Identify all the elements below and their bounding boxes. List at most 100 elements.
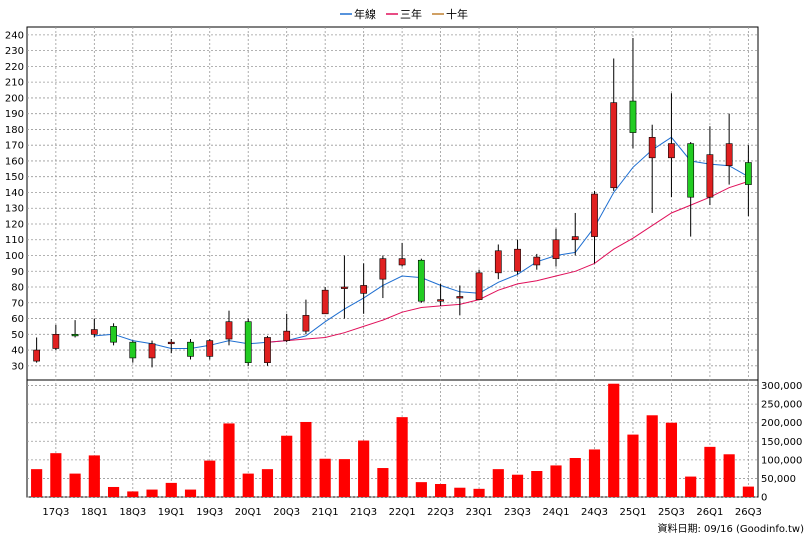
volume-bar <box>165 482 177 497</box>
candle-body <box>264 337 271 363</box>
candle-body <box>514 248 521 272</box>
volume-bar <box>319 458 331 497</box>
candle-body <box>167 341 175 345</box>
x-tick-label: 25Q1 <box>619 507 646 518</box>
volume-bar <box>685 476 697 497</box>
volume-bar <box>704 446 716 497</box>
price-tick-label: 50 <box>11 330 24 341</box>
x-tick-label: 22Q3 <box>427 507 454 518</box>
price-tick-label: 120 <box>5 219 24 230</box>
candle-body <box>398 258 406 266</box>
price-tick-label: 220 <box>5 62 24 73</box>
volume-axis: 0 50,000 100,000 150,000 200,000 250,000 300,0… <box>761 381 802 503</box>
x-tick-label: 24Q1 <box>543 507 570 518</box>
data-date-footer: 資料日期: 09/16 (Goodinfo.tw) <box>657 522 804 535</box>
price-tick-label: 240 <box>5 30 24 41</box>
x-tick-label: 23Q3 <box>504 507 531 518</box>
volume-bar <box>511 474 524 497</box>
price-tick-label: 110 <box>5 235 24 246</box>
volume-bar <box>588 449 601 497</box>
volume-bar <box>473 488 485 497</box>
candle-body <box>206 340 214 357</box>
volume-bar <box>261 469 274 497</box>
x-axis: 17Q3 18Q1 18Q3 19Q1 19Q3 20Q1 20Q3 21Q1 21Q3 22Q1… <box>42 507 761 518</box>
volume-tick-label: 0 <box>761 493 767 504</box>
candle-body <box>71 333 79 337</box>
candle-body <box>687 143 695 198</box>
candle-body <box>52 333 60 349</box>
price-tick-label: 180 <box>5 125 24 136</box>
volume-tick-label: 250,000 <box>761 400 802 411</box>
ma-line-3year <box>267 180 749 343</box>
price-tick-label: 30 <box>11 361 24 372</box>
candle-body <box>456 296 464 299</box>
price-tick-label: 70 <box>11 298 24 309</box>
volume-bar <box>88 455 100 497</box>
price-tick-label: 200 <box>5 93 24 104</box>
candle-body <box>417 259 425 302</box>
volume-bar <box>665 422 678 497</box>
volume-bar <box>454 487 466 497</box>
price-tick-label: 140 <box>5 188 24 199</box>
x-tick-label: 18Q1 <box>81 507 108 518</box>
volume-bar <box>531 471 543 497</box>
candle-body <box>725 143 733 166</box>
volume-tick-label: 50,000 <box>761 474 796 485</box>
price-tick-label: 90 <box>11 267 24 278</box>
volume-tick-label: 200,000 <box>761 418 802 429</box>
price-tick-label: 230 <box>5 46 24 57</box>
volume-bar <box>242 473 254 497</box>
price-tick-label: 170 <box>5 141 24 152</box>
volume-bar <box>31 469 43 497</box>
volume-bar <box>338 459 350 497</box>
volume-bar <box>107 486 120 497</box>
candlesticks <box>33 38 752 368</box>
candle-body <box>571 236 579 241</box>
volume-bar <box>358 440 370 497</box>
candle-body <box>148 343 156 359</box>
candle-body <box>610 102 618 189</box>
volume-bar <box>396 417 408 497</box>
candle-body <box>341 286 348 289</box>
volume-bar <box>377 468 389 497</box>
candle-body <box>648 137 656 159</box>
volume-bar <box>127 491 139 497</box>
volume-tick-label: 300,000 <box>761 381 802 392</box>
candle-body <box>90 329 98 335</box>
volume-bars <box>31 383 754 497</box>
candle-body <box>475 272 483 300</box>
volume-bar <box>204 460 216 497</box>
volume-bar <box>415 482 427 497</box>
volume-bar <box>550 465 562 497</box>
price-tick-label: 210 <box>5 78 24 89</box>
price-tick-label: 130 <box>5 204 24 215</box>
candle-body <box>379 258 387 280</box>
candle-body <box>187 341 194 357</box>
candle-body <box>302 315 310 332</box>
price-tick-label: 100 <box>5 251 24 262</box>
price-tick-label: 60 <box>11 314 24 325</box>
x-tick-label: 26Q1 <box>696 507 723 518</box>
x-tick-label: 20Q3 <box>273 507 300 518</box>
x-tick-label: 19Q3 <box>196 507 223 518</box>
legend-label-annual: 年線 <box>354 7 376 21</box>
volume-bar <box>569 458 581 497</box>
candle-body <box>533 256 541 266</box>
legend-label-10year: 十年 <box>446 7 468 21</box>
candle-body <box>33 349 40 362</box>
x-tick-label: 21Q1 <box>312 507 339 518</box>
candle-body <box>668 143 675 159</box>
candle-body <box>283 330 291 341</box>
price-tick-label: 150 <box>5 172 24 183</box>
x-tick-label: 19Q1 <box>158 507 185 518</box>
candle-body <box>706 154 714 198</box>
volume-bar <box>50 453 62 497</box>
x-tick-label: 24Q3 <box>581 507 608 518</box>
legend-label-3year: 三年 <box>400 7 422 21</box>
candle-body <box>321 289 329 315</box>
volume-bar <box>435 484 447 497</box>
candle-body <box>494 250 502 274</box>
price-tick-label: 160 <box>5 156 24 167</box>
volume-tick-label: 100,000 <box>761 455 802 466</box>
